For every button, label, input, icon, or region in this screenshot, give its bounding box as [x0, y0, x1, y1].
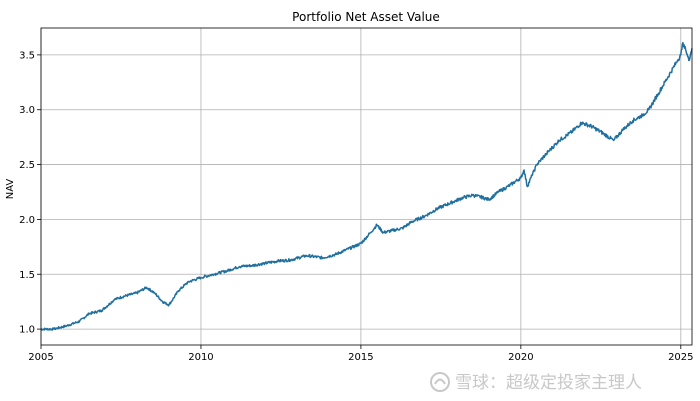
y-tick-label: 3.5 — [19, 50, 35, 61]
nav-series-line — [40, 41, 693, 331]
axis-ticks — [37, 54, 682, 349]
x-tick-label: 2020 — [508, 352, 533, 363]
y-axis-tick-labels: 1.0 1.5 2.0 2.5 3.0 3.5 — [19, 50, 35, 335]
x-tick-label: 2010 — [188, 352, 213, 363]
y-axis-label: NAV — [5, 179, 16, 200]
y-tick-label: 2.0 — [19, 215, 35, 226]
y-tick-label: 3.0 — [19, 105, 35, 116]
y-tick-label: 1.0 — [19, 325, 35, 336]
grid-lines — [40, 28, 692, 345]
y-tick-label: 2.5 — [19, 160, 35, 171]
x-axis-tick-labels: 2005 2010 2015 2020 2025 — [28, 352, 693, 363]
watermark: 雪球：超级定投家主理人 — [430, 372, 642, 393]
y-tick-label: 1.5 — [19, 270, 35, 281]
chart-title: Portfolio Net Asset Value — [292, 10, 440, 24]
x-tick-label: 2005 — [28, 352, 53, 363]
watermark-text: 雪球：超级定投家主理人 — [455, 373, 642, 393]
snowball-logo-icon — [430, 372, 450, 392]
x-tick-label: 2025 — [668, 352, 693, 363]
x-tick-label: 2015 — [348, 352, 373, 363]
plot-frame — [40, 27, 693, 346]
